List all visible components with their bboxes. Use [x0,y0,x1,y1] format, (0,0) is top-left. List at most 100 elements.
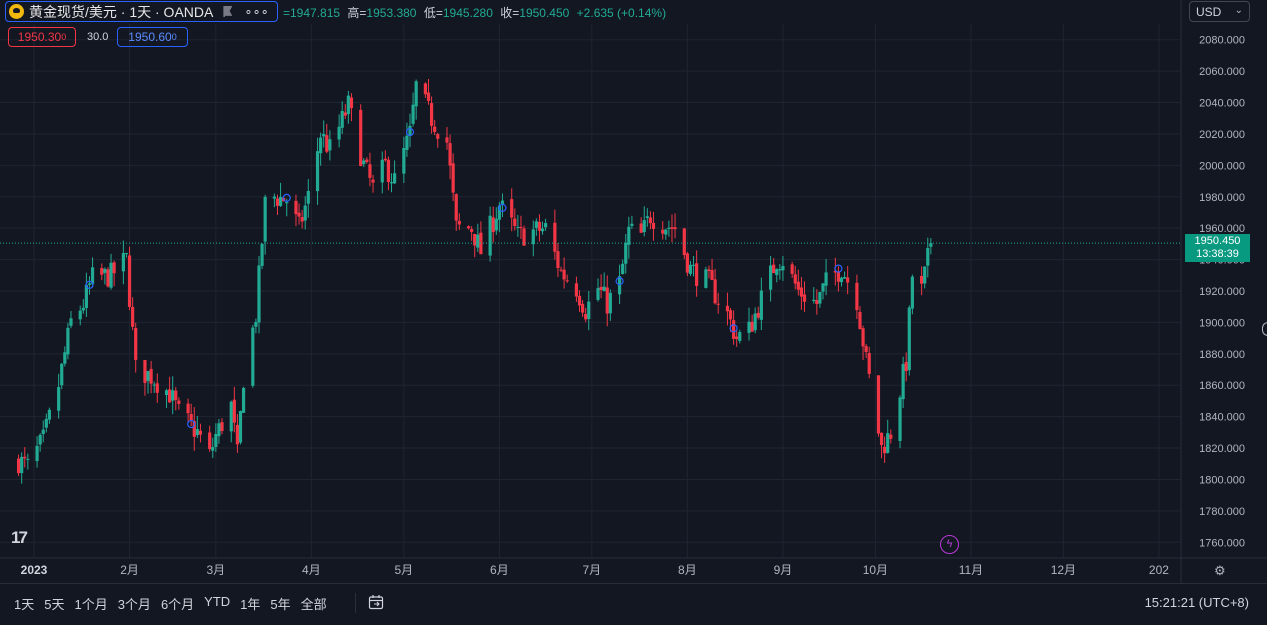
currency-select[interactable]: USD ⌄ [1189,1,1250,22]
date-range-buttons: 1天 5天 1个月 3个月 6个月 YTD 1年 5年 全部 [9,594,332,613]
candle-body [127,255,132,307]
candle-body [839,277,844,283]
buy-button[interactable]: 1950.60 0 [117,27,188,47]
candle [793,265,797,290]
candle [747,307,751,341]
candle-body [78,310,82,320]
event-marker-icon[interactable] [187,419,196,429]
last-price-value: 1950.450 [1194,235,1241,247]
candle [405,122,409,157]
candle-body [152,384,156,386]
candle [337,114,341,148]
candle [208,425,212,452]
range-button[interactable]: 全部 [300,597,327,612]
candle [815,289,819,315]
range-button[interactable]: 6个月 [160,597,195,612]
range-button[interactable]: 1个月 [74,597,108,612]
event-marker-icon[interactable] [834,264,843,273]
candle-body [303,205,307,221]
edge-handle-icon[interactable] [1262,322,1267,336]
candlestick-series [16,78,933,484]
candle [695,250,699,297]
event-marker-icon[interactable] [615,277,624,286]
price-chart[interactable]: 1760.000 1780.000 1800.000 1820.000 1840.000… [0,0,1267,583]
candle-body [365,159,369,162]
sell-button[interactable]: 1950.30 0 [8,27,76,47]
candle-body [155,383,159,393]
event-marker-icon[interactable] [498,203,507,212]
candle [238,410,243,445]
clock-timezone[interactable]: 15:21:21 (UTC+8) [1144,595,1249,610]
candle [621,259,625,275]
range-button[interactable]: 3个月 [117,597,151,612]
candle [297,203,301,225]
goto-date-icon[interactable] [368,594,384,610]
candle [750,314,754,332]
lightning-icon[interactable]: ϟ [940,535,959,554]
candle-body [713,279,717,304]
last-price-label: 1950.450 13:38:39 [1185,234,1250,262]
candle [855,274,859,320]
candle-body [476,234,480,248]
range-button[interactable]: 1年 [240,597,261,612]
tradingview-logo-icon[interactable]: 17 [11,528,28,547]
candle [713,268,717,305]
event-marker-icon[interactable] [85,280,94,289]
price-axis: 1760.000 1780.000 1800.000 1820.000 1840.000… [1199,35,1245,550]
candle-body [759,290,763,320]
event-marker-icon[interactable] [729,324,738,333]
candle-body [16,458,21,474]
candle [818,291,822,308]
range-button[interactable]: 5年 [270,597,291,612]
candle-body [214,433,218,448]
candle-body [405,135,409,150]
symbol-title: 黄金现货/美元 · 1天 · OANDA [29,3,214,20]
candle [109,253,113,290]
candle [738,329,742,344]
candle [189,403,193,427]
x-tick-label: 11月 [959,563,983,577]
candle-body [454,194,458,221]
candle-body [778,269,782,271]
candle [599,274,603,299]
candle-body [66,327,70,355]
candle-body [346,95,350,115]
candle [235,414,240,453]
flag-icon[interactable] [223,6,233,17]
y-tick-label: 1780.000 [1199,506,1245,518]
event-marker-icon[interactable] [405,127,415,137]
candle [500,193,505,218]
candle-body [772,264,776,274]
candle [78,305,82,326]
candle-body [457,220,461,225]
candle [661,221,665,240]
candle-body [513,218,517,226]
candle-body [81,307,85,311]
candle [781,255,785,281]
y-tick-label: 1820.000 [1199,443,1245,455]
event-marker-icon[interactable] [282,193,291,203]
y-tick-label: 1800.000 [1199,474,1245,486]
candle-body [368,164,372,178]
settings-gear-icon[interactable]: ⚙ [1214,563,1226,578]
range-button[interactable]: 5天 [44,597,65,612]
candle [587,290,591,331]
candle [60,362,64,390]
candle-body [815,300,819,305]
range-button[interactable]: 1天 [14,597,35,612]
symbol-selector[interactable]: 黄金现货/美元 · 1天 · OANDA ∘∘∘ [5,1,278,22]
candle-body [732,320,736,339]
candle-body [920,275,924,284]
currency-value: USD [1196,4,1222,19]
candle [466,225,471,230]
candle-body [60,363,64,386]
candle-body [211,447,215,451]
buy-price-tail: 0 [171,32,177,42]
candle-body [426,92,431,101]
candle-body [790,264,794,274]
candle [710,258,714,281]
candle [901,356,905,408]
candle-body [349,97,354,109]
range-button[interactable]: YTD [204,594,231,609]
more-options-icon[interactable]: ∘∘∘ [244,3,269,19]
